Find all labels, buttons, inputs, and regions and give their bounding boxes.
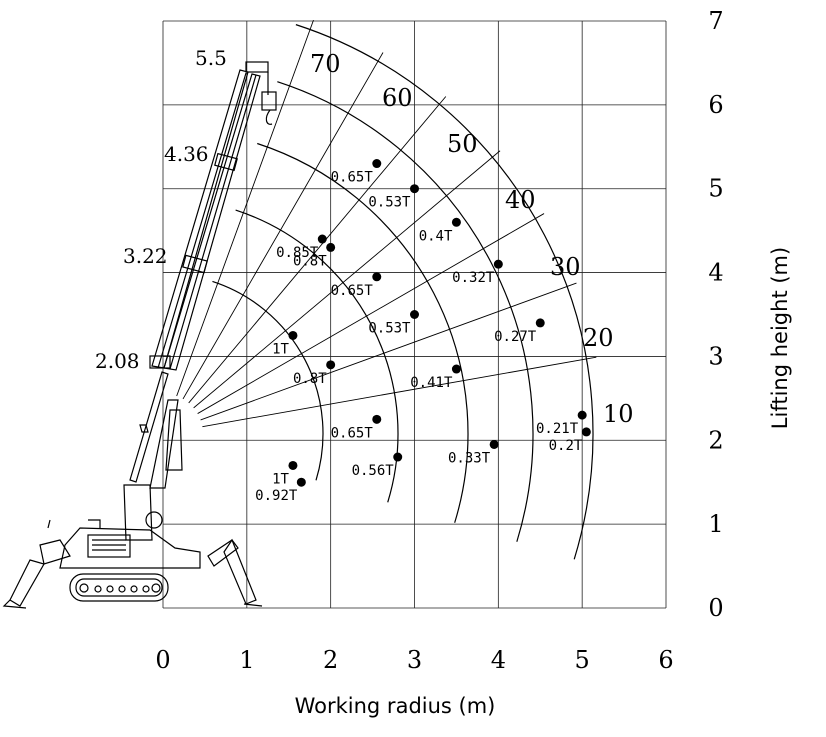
- angle-label-40: 40: [505, 186, 536, 214]
- load-label: 0.21T: [536, 421, 579, 437]
- load-label: 0.41T: [410, 375, 453, 391]
- boom-height-labels: 2.08 3.22 4.36 5.5: [95, 46, 227, 373]
- y-tick-label: 5: [708, 175, 723, 203]
- load-label: 0.65T: [331, 283, 374, 299]
- boom-height-4-36: 4.36: [164, 142, 209, 166]
- angle-ray: [176, 19, 314, 397]
- load-labels: 0.65T0.53T0.4T0.32T0.27T0.21T0.2T0.85T0.…: [255, 170, 583, 505]
- load-label: 0.92T: [255, 488, 298, 504]
- angle-ray: [197, 213, 545, 414]
- load-point: [489, 439, 499, 449]
- load-point: [372, 414, 382, 424]
- load-point: [451, 217, 461, 227]
- load-label: 0.8T: [293, 371, 327, 387]
- load-point: [296, 477, 306, 487]
- boom-height-5-5: 5.5: [195, 46, 227, 70]
- angle-ray: [193, 150, 501, 409]
- load-point: [535, 318, 545, 328]
- angle-label-50: 50: [447, 130, 478, 158]
- boom-arc: [212, 280, 324, 481]
- angle-ray: [200, 282, 577, 421]
- x-tick-label: 3: [407, 646, 422, 674]
- angle-labels: 70 60 50 40 30 20 10: [310, 50, 634, 428]
- load-point: [326, 360, 336, 370]
- load-label: 0.33T: [448, 450, 491, 466]
- load-point: [288, 330, 298, 340]
- x-axis-label: Working radius (m): [295, 694, 496, 718]
- load-point: [372, 159, 382, 169]
- angle-rays: [176, 19, 597, 428]
- load-label: 0.2T: [549, 438, 583, 454]
- load-label: 1T: [272, 471, 289, 487]
- load-point: [410, 310, 419, 319]
- load-label: 0.53T: [368, 321, 411, 337]
- y-tick-labels: 0 1 2 3 4 5 6 7: [708, 7, 723, 622]
- load-label: 0.53T: [368, 195, 411, 211]
- load-label: 0.56T: [352, 463, 395, 479]
- load-label: 0.65T: [331, 170, 374, 186]
- load-point: [577, 410, 587, 420]
- y-tick-label: 1: [708, 510, 723, 538]
- angle-label-60: 60: [382, 84, 413, 112]
- y-tick-label: 0: [708, 594, 723, 622]
- angle-label-30: 30: [550, 253, 581, 281]
- load-point: [317, 234, 327, 244]
- load-point: [326, 242, 336, 252]
- boom-arc: [277, 81, 534, 542]
- load-label: 0.85T: [276, 245, 319, 261]
- x-tick-label: 2: [323, 646, 338, 674]
- angle-label-10: 10: [603, 400, 634, 428]
- angle-label-20: 20: [583, 324, 614, 352]
- load-label: 0.32T: [452, 270, 495, 286]
- angle-ray: [188, 96, 447, 404]
- load-point: [288, 460, 298, 470]
- load-label: 1T: [272, 341, 289, 357]
- y-axis-label: Lifting height (m): [768, 247, 792, 429]
- load-point: [393, 452, 403, 462]
- load-label: 0.27T: [494, 329, 537, 345]
- x-tick-label: 4: [491, 646, 506, 674]
- load-label: 0.8T: [293, 253, 327, 269]
- load-point: [372, 272, 382, 282]
- load-points: [288, 159, 591, 487]
- boom-arc: [235, 209, 399, 503]
- load-label: 0.65T: [331, 425, 374, 441]
- boom-arc: [257, 142, 469, 523]
- angle-ray: [182, 52, 384, 400]
- boom-height-3-22: 3.22: [123, 244, 168, 268]
- x-tick-label: 0: [155, 646, 170, 674]
- load-label: 0.4T: [419, 228, 453, 244]
- x-tick-label: 5: [575, 646, 590, 674]
- boom-height-2-08: 2.08: [95, 349, 140, 373]
- y-tick-label: 3: [708, 342, 723, 370]
- crane-illustration: [2, 61, 277, 609]
- x-tick-label: 6: [658, 646, 673, 674]
- load-point: [410, 184, 419, 194]
- radius-arcs: [212, 24, 594, 560]
- y-tick-label: 7: [708, 7, 723, 35]
- load-point: [493, 259, 503, 269]
- y-tick-label: 4: [708, 259, 723, 287]
- load-point: [451, 364, 461, 374]
- y-tick-label: 2: [708, 426, 723, 454]
- angle-label-70: 70: [310, 50, 341, 78]
- x-tick-label: 1: [239, 646, 254, 674]
- load-point: [581, 427, 591, 437]
- angle-ray: [202, 356, 597, 428]
- boom-arc: [295, 24, 594, 560]
- y-tick-label: 6: [708, 91, 723, 119]
- x-tick-labels: 0 1 2 3 4 5 6: [155, 646, 673, 674]
